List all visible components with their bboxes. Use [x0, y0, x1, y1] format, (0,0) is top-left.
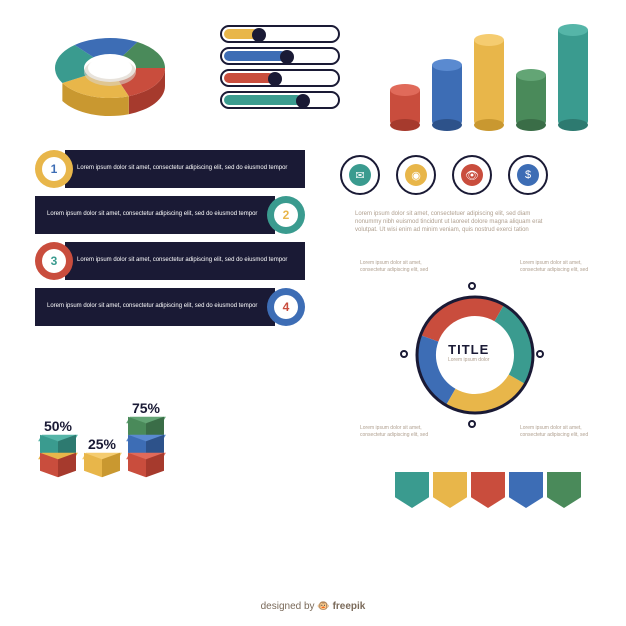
isometric-cube-bars: 50%25%75% [40, 400, 164, 474]
description-text: Lorem ipsum dolor sit amet, consectetuer… [355, 210, 555, 234]
color-tag [471, 472, 505, 508]
pill-slider [220, 25, 340, 43]
cylinder-bar [390, 90, 420, 125]
color-tag [395, 472, 429, 508]
icon-badge-row: ✉ ◉ 👁 $ [340, 155, 548, 195]
numbered-text-boxes: 1Lorem ipsum dolor sit amet, consectetur… [35, 150, 305, 326]
donut-3d-chart [40, 30, 180, 120]
pin-icon: ◉ [396, 155, 436, 195]
cylinder-bar [516, 75, 546, 125]
ring-label: Lorem ipsum dolor sit amet, consectetur … [520, 260, 590, 273]
mail-icon: ✉ [340, 155, 380, 195]
attribution: designed by 🐵 freepik [0, 601, 626, 612]
numbered-box-3: 3Lorem ipsum dolor sit amet, consectetur… [35, 242, 305, 280]
ring-label: Lorem ipsum dolor sit amet, consectetur … [360, 260, 430, 273]
cylinder-bar [474, 40, 504, 125]
color-tag [547, 472, 581, 508]
dollar-icon: $ [508, 155, 548, 195]
ring-chart-block: TITLE Lorem ipsum dolor Lorem ipsum dolo… [360, 260, 590, 460]
cylinder-bar [432, 65, 462, 125]
pill-sliders [220, 25, 340, 109]
ring-title: TITLE [448, 342, 489, 357]
pill-slider [220, 47, 340, 65]
color-tag [433, 472, 467, 508]
ring-label: Lorem ipsum dolor sit amet, consectetur … [520, 425, 590, 438]
numbered-box-1: 1Lorem ipsum dolor sit amet, consectetur… [35, 150, 305, 188]
cylinder-bar [558, 30, 588, 125]
cylinder-bars [390, 15, 588, 125]
numbered-box-2: 2Lorem ipsum dolor sit amet, consectetur… [35, 196, 305, 234]
color-tag [509, 472, 543, 508]
eye-icon: 👁 [452, 155, 492, 195]
cube-column: 50% [40, 418, 76, 474]
pill-slider [220, 69, 340, 87]
ring-subtitle: Lorem ipsum dolor [448, 357, 489, 363]
cube-column: 75% [128, 400, 164, 474]
ring-label: Lorem ipsum dolor sit amet, consectetur … [360, 425, 430, 438]
pill-slider [220, 91, 340, 109]
pentagon-color-tags [395, 472, 581, 508]
numbered-box-4: 4Lorem ipsum dolor sit amet, consectetur… [35, 288, 305, 326]
cube-column: 25% [84, 436, 120, 474]
